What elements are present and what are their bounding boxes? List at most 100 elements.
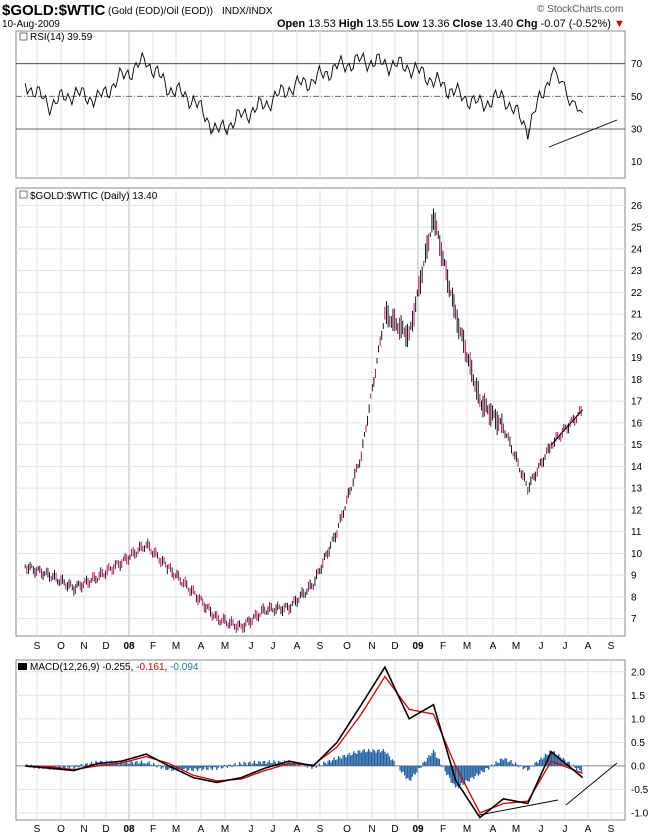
month-label: F [150,641,156,652]
month-label: S [34,824,41,835]
rsi-tick-label: 50 [631,92,643,103]
close-value: 13.40 [485,18,514,30]
macd-legend-icon [18,663,27,670]
month-label: M [512,824,520,835]
month-label: N [368,824,375,835]
month-label: M [172,641,180,652]
month-label: D [102,824,109,835]
macd-tick-label: 1.0 [631,714,645,725]
month-label: M [463,641,471,652]
macd-tick-label: -1.0 [631,808,649,819]
rsi-tick-label: 10 [631,157,643,168]
price-tick-label: 14 [631,462,643,473]
macd-tick-label: 2.0 [631,667,645,678]
price-tick-label: 20 [631,331,643,342]
month-label: M [221,641,229,652]
price-tick-label: 16 [631,418,643,429]
chg-label: Chg [516,18,538,30]
chg-value: -0.07 (-0.52%) [540,18,611,30]
macd-tick-label: 0.5 [631,738,645,749]
month-label: N [80,641,87,652]
macd-grid: 2.0 1.5 1.0 0.5 0.0 -0.5 -1.0 [16,660,649,820]
month-label: 08 [123,824,135,835]
price-tick-label: 17 [631,397,643,408]
month-label: J [539,824,544,835]
open-label: Open [277,18,306,30]
month-label: S [608,824,615,835]
month-label: A [585,824,592,835]
month-label: J [271,641,276,652]
price-tick-label: 23 [631,266,643,277]
month-label: M [463,824,471,835]
price-tick-label: 12 [631,505,643,516]
open-value: 13.53 [308,18,336,30]
month-label: D [102,641,109,652]
month-label: M [221,824,229,835]
month-label: A [490,824,497,835]
month-axis-price: S O N D 08 F M A M J J A S O N D 09 F M A M J J A S [34,641,615,652]
month-label: N [80,824,87,835]
month-label: J [271,824,276,835]
month-label: M [512,641,520,652]
month-label: 09 [412,824,424,835]
macd-tick-label: 1.5 [631,691,645,702]
macd-trendline-lower [478,799,559,816]
rsi-grid: 70 50 30 10 [16,31,643,178]
month-label: O [343,641,351,652]
month-label: N [368,641,375,652]
price-tick-label: 26 [631,201,643,212]
chart-description: (Gold (EOD)/Oil (EOD)) [108,6,213,17]
price-tick-label: 8 [631,592,637,603]
month-label: A [294,641,301,652]
month-label: S [317,824,324,835]
month-label: D [391,641,398,652]
price-label: $GOLD:$WTIC (Daily) 13.40 [19,190,158,202]
macd-signal-value: -0.161 [136,662,165,673]
macd-label: MACD(12,26,9) -0.255, -0.161, -0.094 [18,662,199,673]
rsi-legend-icon [19,32,28,41]
price-tick-label: 25 [631,223,643,234]
month-label: A [490,641,497,652]
ohlc-readout: Open 13.53 High 13.55 Low 13.36 Close 13… [277,18,625,30]
month-label: O [343,824,351,835]
month-label: J [539,641,544,652]
price-tick-label: 7 [631,614,637,625]
month-label: M [172,824,180,835]
rsi-line [24,51,583,140]
month-label: F [440,641,446,652]
month-label: F [150,824,156,835]
low-label: Low [396,18,419,30]
price-tick-label: 24 [631,244,643,255]
chart-date: 10-Aug-2009 [2,19,60,30]
price-tick-label: 9 [631,571,637,582]
price-tick-label: 13 [631,484,643,495]
price-series [24,208,584,634]
chg-down-arrow-icon: ▼ [614,18,625,30]
macd-tick-label: -0.5 [631,785,649,796]
high-label: High [338,18,364,30]
month-label: D [391,824,398,835]
low-value: 13.36 [421,18,450,30]
high-value: 13.55 [366,18,394,30]
chart-exchange: INDX/INDX [222,6,273,17]
macd-value: -0.255 [102,662,131,673]
month-label: J [563,641,568,652]
month-label: 08 [123,641,135,652]
month-label: S [34,641,41,652]
month-label: A [198,824,205,835]
rsi-label: RSI(14) 39.59 [19,32,93,43]
macd-trendline-upper [565,762,618,806]
close-label: Close [452,18,483,30]
month-axis-macd: S O N D 08 F M A M J J A S O N D 09 F M A M J J A S [34,824,615,835]
price-tick-label: 18 [631,375,643,386]
price-label-text: $GOLD:$WTIC (Daily) 13.40 [30,191,158,202]
rsi-tick-label: 30 [631,125,643,136]
rsi-tick-label: 70 [631,59,643,70]
month-label: J [249,824,254,835]
price-recent-line [550,409,584,445]
month-label: A [198,641,205,652]
month-label: J [563,824,568,835]
price-tick-label: 15 [631,440,643,451]
month-label: F [440,824,446,835]
